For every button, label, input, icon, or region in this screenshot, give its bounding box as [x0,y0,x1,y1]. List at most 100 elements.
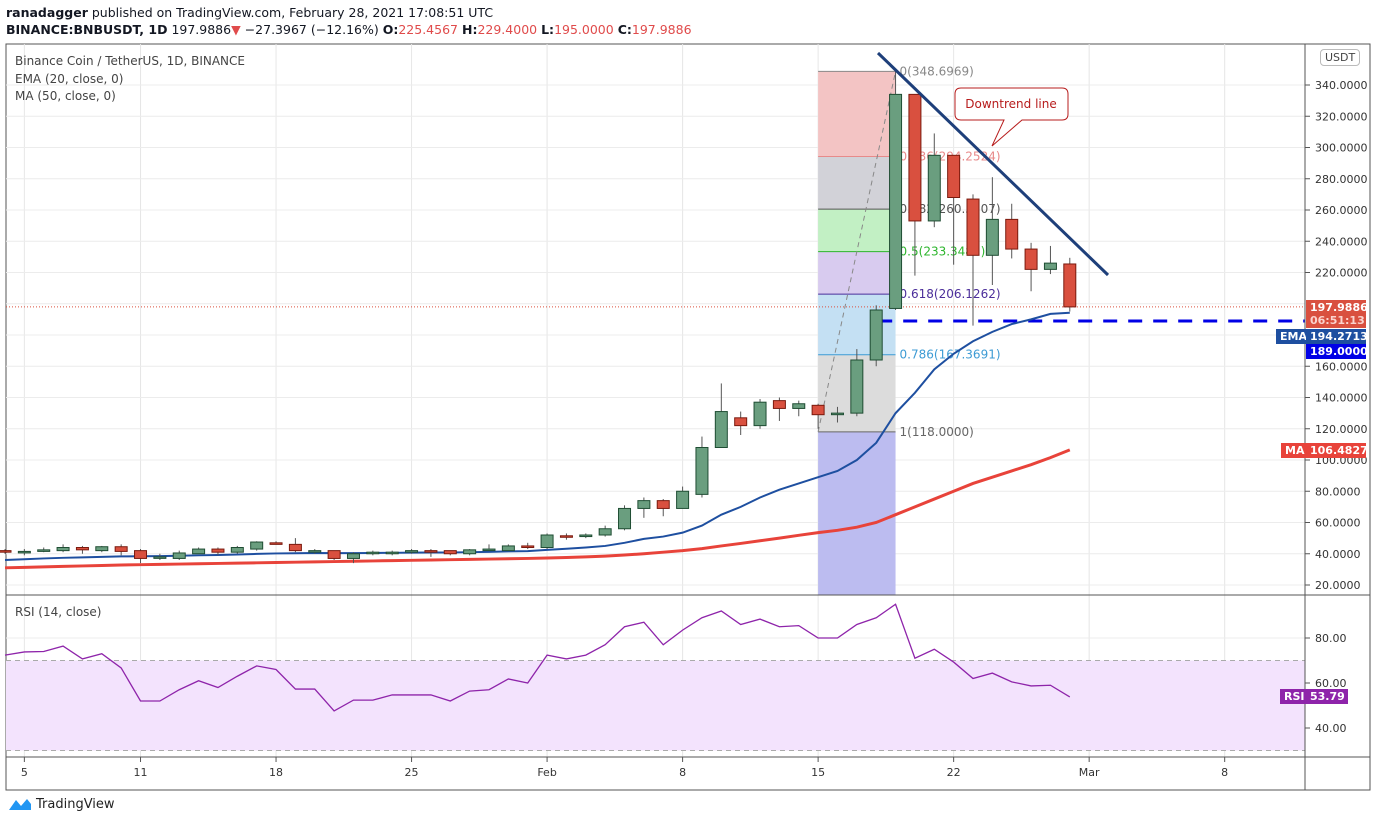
candle-body [501,545,515,552]
price-tick-label: 340.0000 [1315,79,1368,92]
candle-body [211,548,225,553]
candle-body [540,534,554,548]
candle-body [114,546,128,552]
candle [695,436,709,498]
candle-body [869,309,883,361]
rsi-tick-label: 80.00 [1315,632,1347,645]
candle [889,71,903,310]
candle-body [172,552,186,559]
candle-body [734,417,748,427]
candle [1043,245,1057,275]
ema-tag: 194.2713 [1306,329,1368,344]
legend-title[interactable]: Binance Coin / TetherUS, 1D, BINANCE [15,54,245,68]
candle [908,93,922,276]
candle [269,541,283,545]
price-tick-label: 320.0000 [1315,110,1368,123]
candle [1063,257,1077,312]
candle-body [385,551,399,555]
candle-body [405,550,419,553]
candle-body [37,549,51,552]
close-label: C: [617,22,632,37]
fib-zone [818,251,896,295]
close-value: 197.9886 [631,22,692,37]
countdown: 06:51:13 [1310,314,1365,327]
candle [985,177,999,285]
author[interactable]: ranadagger [6,5,88,20]
tradingview-logo[interactable]: TradingView [8,796,115,812]
candle-body [637,500,651,509]
price-tick-label: 260.0000 [1315,204,1368,217]
candle [95,545,109,553]
candle-body [966,198,980,256]
candle [482,544,496,552]
symbol-info: BINANCE:BNBUSDT, 1D 197.9886▼ −27.3967 (… [6,22,692,37]
callout-bubble [954,87,1069,147]
time-tick-label: 8 [1221,766,1228,779]
candle [37,547,51,553]
rsi-tick-label: 40.00 [1315,722,1347,735]
candle-body [927,154,941,222]
candle-body [443,550,457,555]
candle [559,533,573,540]
downtrend-line [876,51,1110,277]
candle [792,400,806,417]
fib-zone [818,71,896,157]
legend-rsi[interactable]: RSI (14, close) [15,605,102,619]
fib-trend-line [817,71,897,432]
candle-body [753,401,767,427]
candle [0,549,12,554]
candle [327,550,341,560]
ema-tag-label: EMA [1276,329,1311,344]
last-price: 197.9886 [171,22,232,37]
candle-body [463,549,477,555]
candle-body [772,400,786,409]
rsi-tag-label: RSI [1280,689,1309,704]
candle [869,305,883,367]
price-tick-label: 80.0000 [1315,485,1361,498]
symbol: BINANCE:BNBUSDT, 1D [6,22,168,37]
price-tick-label: 140.0000 [1315,392,1368,405]
open-value: 225.4567 [398,22,458,37]
candle [521,542,535,550]
candle-body [1024,248,1038,270]
rsi-tick-label: 60.00 [1315,677,1347,690]
high-label: H: [461,22,478,37]
candle-body [134,550,148,559]
legend-ema[interactable]: EMA (20, close, 0) [15,72,124,86]
candle-body [579,534,593,538]
candle-body [947,154,961,198]
candle-body [676,490,690,509]
candle [463,549,477,556]
candle [172,550,186,560]
candle [114,544,128,556]
candle-body [327,550,341,559]
candle-body [1063,263,1077,308]
price-tag-value: 197.9886 [1310,301,1368,314]
candle [346,552,360,564]
level-tag: 189.0000 [1306,344,1368,359]
candle-body [17,550,31,554]
candle-body [618,507,632,530]
candle-body [153,556,167,559]
downtrend-annotation[interactable]: Downtrend line [965,97,1057,111]
ma50-line [4,448,1071,570]
time-tick-label: 5 [21,766,28,779]
time-tick-label: 18 [269,766,283,779]
legend-ma[interactable]: MA (50, close, 0) [15,89,116,103]
price-tick-label: 40.0000 [1315,548,1361,561]
candle [811,403,825,429]
candle-body [346,553,360,559]
price-change: −27.3967 (−12.16%) [244,22,379,37]
candle [927,133,941,228]
candle [134,549,148,564]
open-label: O: [382,22,399,37]
currency-badge[interactable]: USDT [1320,49,1361,66]
fib-zone [818,294,896,355]
candle [192,547,206,555]
candle-body [75,547,89,551]
candle-body [598,528,612,536]
candle [966,194,980,326]
candle [1024,242,1038,292]
candle [637,497,651,518]
